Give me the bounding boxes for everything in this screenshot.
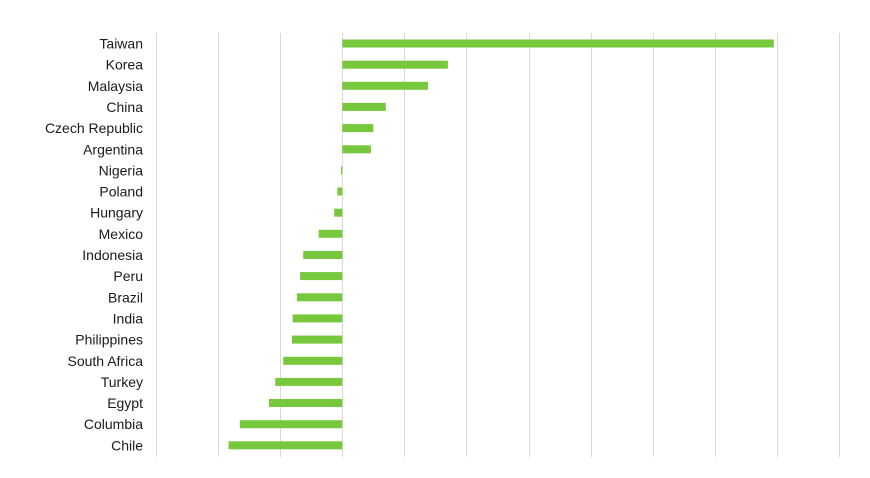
category-label: Indonesia xyxy=(82,247,143,263)
category-label: Czech Republic xyxy=(45,120,143,136)
bar-czech-republic xyxy=(342,124,374,133)
category-label: Nigeria xyxy=(99,162,144,178)
category-label: Malaysia xyxy=(88,78,143,94)
bar-turkey xyxy=(275,377,343,386)
category-label: Argentina xyxy=(83,141,143,157)
category-label: China xyxy=(106,99,143,115)
category-labels: Taiwan Korea Malaysia China Czech Republic Ar… xyxy=(45,36,143,454)
category-label: India xyxy=(113,310,144,326)
bar-south-africa xyxy=(283,356,343,365)
bar-poland xyxy=(337,187,343,196)
category-label: Chile xyxy=(111,437,143,453)
category-label: Poland xyxy=(99,184,143,200)
bar-taiwan xyxy=(342,39,774,48)
bar-egypt xyxy=(269,399,343,407)
bar-brazil xyxy=(296,293,343,302)
category-label: Peru xyxy=(113,268,143,284)
category-label: Turkey xyxy=(101,374,143,390)
bar-nigeria xyxy=(341,166,343,175)
category-label: Columbia xyxy=(84,416,143,432)
bar-argentina xyxy=(342,145,371,154)
bar-peru xyxy=(300,272,343,281)
category-label: South Africa xyxy=(68,353,144,369)
bars xyxy=(228,39,774,450)
bar-philippines xyxy=(292,335,343,344)
category-label: Brazil xyxy=(108,289,143,305)
category-label: Hungary xyxy=(90,205,143,221)
category-label: Mexico xyxy=(99,226,144,242)
bar-malaysia xyxy=(342,81,428,90)
bar-chile xyxy=(228,441,343,450)
category-label: Philippines xyxy=(75,332,143,348)
category-label: Egypt xyxy=(107,395,143,411)
category-label: Taiwan xyxy=(99,36,143,52)
category-label: Korea xyxy=(106,57,144,73)
gridlines xyxy=(156,33,840,457)
bar-mexico xyxy=(318,229,343,238)
bar-hungary xyxy=(334,208,343,217)
bar-columbia xyxy=(239,420,343,429)
bar-india xyxy=(292,314,343,323)
bar-korea xyxy=(342,60,448,69)
bar-indonesia xyxy=(303,251,343,259)
bar-china xyxy=(342,102,386,111)
